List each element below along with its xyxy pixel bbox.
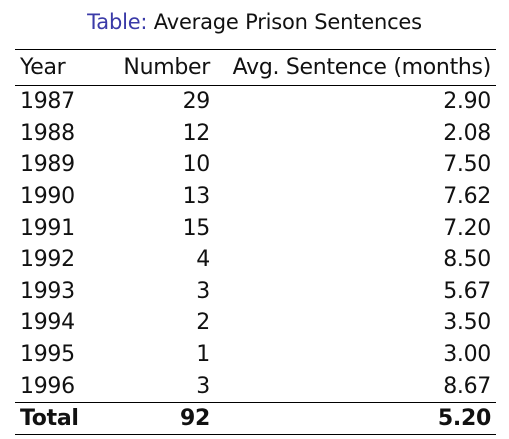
header-avg-sentence: Avg. Sentence (months) [215, 49, 496, 86]
table-row: 1992 4 8.50 [15, 244, 496, 276]
cell-number: 12 [182, 120, 211, 146]
cell-avg-sentence: 3.00 [443, 342, 491, 368]
cell-number: 4 [196, 247, 210, 273]
table-caption: Table: Average Prison Sentences [0, 8, 509, 36]
cell-year: 1990 [20, 184, 75, 210]
header-number: Number [105, 49, 215, 86]
sentences-table: Year Number Avg. Sentence (months) 1987 … [15, 49, 496, 435]
cell-year: 1996 [20, 373, 75, 399]
cell-year: 1992 [20, 247, 75, 273]
table-footer: Total 92 5.20 [15, 401, 496, 435]
table-row: 1988 12 2.08 [15, 118, 496, 150]
cell-number: 13 [182, 184, 211, 210]
table-body: 1987 29 2.90 1988 12 2.08 1989 10 7.50 1… [15, 86, 496, 403]
cell-number: 1 [196, 342, 210, 368]
cell-number: 3 [196, 278, 210, 304]
total-number: 92 [105, 401, 215, 435]
table-header: Year Number Avg. Sentence (months) [15, 49, 496, 86]
cell-year: 1991 [20, 215, 75, 241]
caption-prefix: Table: [87, 10, 148, 34]
cell-avg-sentence: 8.50 [443, 247, 491, 273]
cell-year: 1988 [20, 120, 75, 146]
table-row: 1994 2 3.50 [15, 307, 496, 339]
table-row: 1995 1 3.00 [15, 339, 496, 371]
cell-year: 1993 [20, 278, 75, 304]
header-year: Year [15, 49, 105, 86]
total-avg-sentence: 5.20 [215, 401, 496, 435]
table-row: 1990 13 7.62 [15, 181, 496, 213]
cell-avg-sentence: 2.90 [443, 89, 491, 115]
cell-avg-sentence: 7.20 [443, 215, 491, 241]
cell-year: 1987 [20, 89, 75, 115]
cell-number: 10 [182, 152, 211, 178]
cell-avg-sentence: 8.67 [443, 373, 491, 399]
cell-year: 1994 [20, 310, 75, 336]
cell-avg-sentence: 2.08 [443, 120, 491, 146]
cell-avg-sentence: 5.67 [443, 278, 491, 304]
cell-year: 1989 [20, 152, 75, 178]
cell-number: 2 [196, 310, 210, 336]
table-row: 1991 15 7.20 [15, 212, 496, 244]
caption-title: Average Prison Sentences [153, 10, 422, 34]
cell-number: 15 [182, 215, 211, 241]
total-label: Total [15, 401, 105, 435]
cell-avg-sentence: 7.62 [443, 184, 491, 210]
cell-avg-sentence: 7.50 [443, 152, 491, 178]
table-row: 1996 3 8.67 [15, 370, 496, 402]
table-row: 1989 10 7.50 [15, 149, 496, 181]
table-row: 1987 29 2.90 [15, 86, 496, 118]
cell-number: 29 [182, 89, 211, 115]
cell-number: 3 [196, 373, 210, 399]
header-row: Year Number Avg. Sentence (months) [15, 49, 496, 86]
cell-year: 1995 [20, 342, 75, 368]
total-row: Total 92 5.20 [15, 401, 496, 435]
cell-avg-sentence: 3.50 [443, 310, 491, 336]
table-row: 1993 3 5.67 [15, 276, 496, 308]
